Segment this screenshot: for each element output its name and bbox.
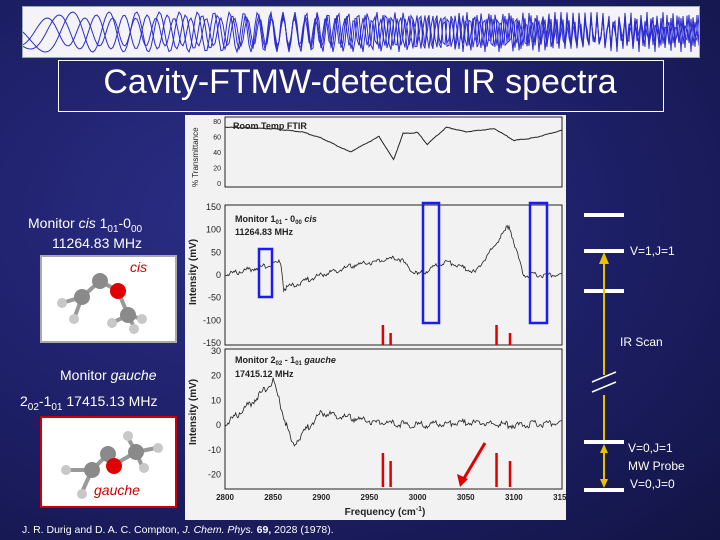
label-mw-probe: MW Probe bbox=[628, 459, 685, 473]
panel2-legend-line2: 11264.83 MHz bbox=[235, 227, 294, 237]
y-tick-label: 150 bbox=[206, 202, 221, 212]
mw-arrow-head-up bbox=[600, 444, 608, 453]
x-tick-label: 2900 bbox=[312, 493, 330, 502]
cis-trace bbox=[224, 224, 563, 293]
x-tick-label: 2800 bbox=[216, 493, 234, 502]
gauche-molecule-graphic bbox=[61, 431, 163, 499]
y-tick-label: 40 bbox=[213, 150, 221, 157]
x-tick-label: 3000 bbox=[409, 493, 427, 502]
ir-arrow-head bbox=[599, 252, 609, 264]
label-v1j1: V=1,J=1 bbox=[630, 244, 675, 258]
panel3-legend-line1: Monitor 202 - 101 gauche bbox=[235, 355, 336, 367]
panel3-ylabel: Intensity (mV) bbox=[188, 379, 199, 445]
waveform-banner bbox=[22, 6, 700, 58]
monitor-cis-frequency: 11264.83 MHz bbox=[52, 235, 143, 251]
y-tick-label: -20 bbox=[208, 470, 221, 480]
x-tick-label: 2950 bbox=[361, 493, 379, 502]
y-tick-label: 20 bbox=[211, 371, 221, 381]
y-tick-label: 0 bbox=[217, 181, 221, 188]
y-tick-label: 80 bbox=[213, 119, 221, 126]
y-tick-label: -150 bbox=[203, 338, 221, 348]
panel2-legend-line1: Monitor 101 - 000 cis bbox=[235, 214, 317, 226]
gauche-molecule-image: gauche bbox=[40, 416, 177, 508]
y-tick-label: 0 bbox=[216, 270, 221, 280]
panel3-legend-line2: 17415.12 MHz bbox=[235, 369, 294, 379]
panel1-ylabel: % Transmittance bbox=[191, 127, 200, 187]
panel2-frame bbox=[224, 204, 563, 346]
page-title: Cavity-FTMW-detected IR spectra bbox=[103, 63, 617, 101]
cis-molecule-label: cis bbox=[130, 259, 148, 275]
mw-arrow-head-down bbox=[600, 479, 608, 488]
panel2-ylabel: Intensity (mV) bbox=[188, 239, 199, 305]
y-tick-label: 0 bbox=[216, 420, 221, 430]
label-ir-scan: IR Scan bbox=[620, 335, 663, 349]
cis-molecule-graphic bbox=[57, 273, 147, 334]
y-tick-label: 30 bbox=[211, 346, 221, 356]
energy-level-diagram: V=1,J=1 IR Scan V=0,J=1 MW Probe V=0,J=0 bbox=[584, 213, 685, 492]
y-tick-label: 60 bbox=[213, 135, 221, 142]
axis-break-2 bbox=[591, 381, 617, 393]
x-tick-label: 3050 bbox=[457, 493, 475, 502]
title-frame bbox=[58, 60, 664, 112]
label-v0j0: V=0,J=0 bbox=[630, 477, 675, 491]
gauche-molecule-label: gauche bbox=[94, 482, 140, 498]
waveform-graphic bbox=[23, 10, 699, 54]
spectra-plot: % Transmittance Intensity (mV) Intensity… bbox=[188, 116, 566, 518]
x-tick-label: 3100 bbox=[505, 493, 523, 502]
y-tick-label: 50 bbox=[211, 247, 221, 257]
y-tick-label: 20 bbox=[213, 166, 221, 173]
label-v0j1: V=0,J=1 bbox=[628, 441, 673, 455]
gauche-trace bbox=[224, 377, 563, 447]
y-tick-label: 10 bbox=[211, 395, 221, 405]
axis-break-1 bbox=[591, 371, 617, 383]
spectra-figure: % Transmittance Intensity (mV) Intensity… bbox=[185, 115, 566, 520]
monitor-gauche-label: Monitor gauche bbox=[60, 367, 157, 383]
red-arrow-head bbox=[457, 474, 468, 487]
panel1-legend: Room Temp FTIR bbox=[233, 121, 307, 131]
waveform-line bbox=[23, 16, 699, 48]
x-tick-label: 2850 bbox=[264, 493, 282, 502]
y-tick-label: -10 bbox=[208, 445, 221, 455]
cis-molecule-image: cis bbox=[40, 255, 177, 343]
y-tick-label: 100 bbox=[206, 225, 221, 235]
gauche-transition-label: 202-101 17415.13 MHz bbox=[20, 393, 158, 413]
x-axis-label: Frequency (cm-1) bbox=[345, 506, 426, 518]
highlight-box-3 bbox=[528, 201, 549, 325]
red-arrow-line bbox=[461, 442, 487, 481]
monitor-cis-label: Monitor cis 101-000 bbox=[28, 215, 143, 235]
highlight-box-1 bbox=[257, 247, 274, 299]
citation: J. R. Durig and D. A. C. Compton, J. Che… bbox=[22, 524, 334, 536]
y-tick-label: -50 bbox=[208, 293, 221, 303]
y-tick-label: -100 bbox=[203, 315, 221, 325]
ftir-trace bbox=[225, 126, 563, 161]
x-tick-label: 3150 bbox=[553, 493, 566, 502]
highlight-box-2 bbox=[421, 201, 441, 325]
panel3-frame bbox=[224, 348, 563, 490]
panel1-frame bbox=[224, 116, 563, 188]
